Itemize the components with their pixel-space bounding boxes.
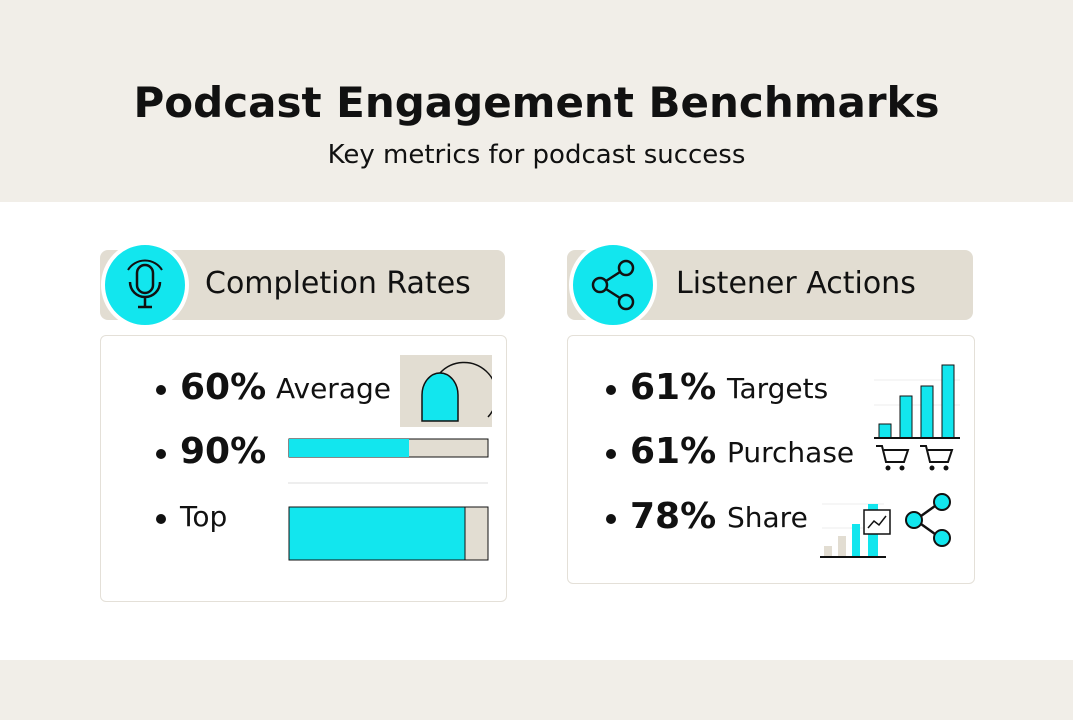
bullet [606,514,616,524]
card-title: Completion Rates [205,266,471,301]
metric-value: 90% [180,431,267,472]
bullet [156,385,166,395]
bullet [606,385,616,395]
metric-value: 60% [180,367,267,408]
bullet [156,449,166,459]
metric-value: 78% [630,496,717,537]
footer-band [0,660,1073,720]
gauge-icon [400,355,492,427]
divider [288,482,488,484]
progress-bar [288,438,489,458]
metric-value: 61% [630,367,717,408]
metric-label: Targets [727,372,829,405]
cart-icons [876,445,954,471]
metric-label: Purchase [727,436,855,469]
metric-value: 61% [630,431,717,472]
bullet [606,449,616,459]
metric-label: Top [180,500,228,533]
progress-bar [288,506,489,561]
mic-icon [101,241,189,329]
bar-icon [874,364,960,439]
metric-label: Average [276,372,391,405]
header-band [0,0,1073,202]
title: Podcast Engagement Benchmarks [133,78,940,127]
share-icon [569,241,657,329]
subtitle: Key metrics for podcast success [327,140,746,170]
card [567,335,975,584]
metric-label: Share [727,501,808,534]
card-title: Listener Actions [676,266,916,301]
bullet [156,514,166,524]
share-chart-icon [820,493,951,558]
